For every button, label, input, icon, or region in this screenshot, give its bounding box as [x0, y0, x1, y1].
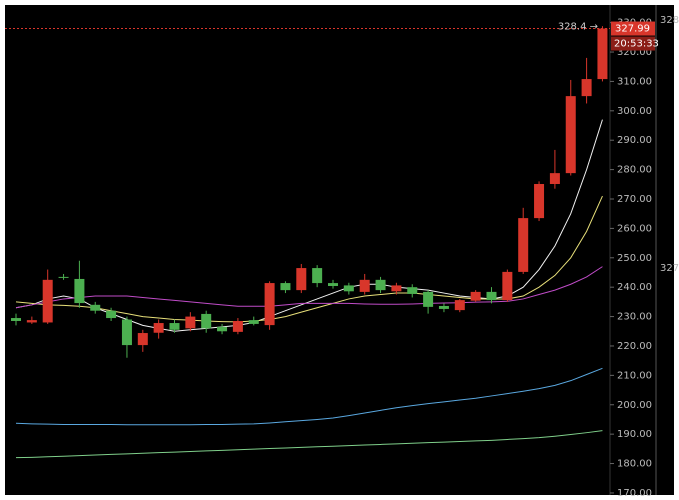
time-label: 20:53:33	[614, 39, 659, 50]
candle-body	[58, 276, 69, 278]
moving-average-line	[15, 266, 603, 309]
y-tick-label: 210.00	[617, 370, 652, 381]
candle-body	[121, 319, 132, 346]
y-tick-label: 290.00	[617, 135, 652, 146]
candle-body	[137, 333, 148, 346]
candle-body	[518, 218, 529, 272]
y-tick-label: 320.00	[617, 47, 652, 58]
y-tick-label: 300.00	[617, 106, 652, 117]
price-label: 327.99	[615, 24, 650, 35]
edge-label: 327	[660, 263, 679, 274]
candle-body	[264, 283, 275, 326]
y-tick-label: 240.00	[617, 282, 652, 293]
candle-body	[407, 287, 418, 294]
candle-body	[280, 283, 291, 291]
candle-body	[565, 96, 576, 174]
candle-body	[438, 305, 449, 309]
edge-label: 328	[660, 15, 679, 26]
y-tick-label: 170.00	[617, 488, 652, 499]
candle-body	[470, 291, 481, 301]
y-tick-label: 310.00	[617, 76, 652, 87]
candle-body	[502, 271, 513, 301]
price-label-box	[611, 21, 655, 36]
candle-body	[296, 268, 307, 291]
candle-body	[201, 313, 212, 329]
candle-body	[454, 300, 465, 311]
candle-body	[423, 291, 434, 307]
candle-body	[153, 323, 164, 333]
candle-body	[248, 320, 259, 324]
y-tick-label: 190.00	[617, 429, 652, 440]
candle-body	[391, 285, 402, 292]
plot-area	[5, 5, 674, 495]
y-tick-label: 200.00	[617, 400, 652, 411]
candle-body	[232, 320, 243, 332]
candle-body	[486, 291, 497, 301]
candle-body	[312, 268, 323, 284]
candle-body	[106, 310, 117, 319]
y-tick-label: 220.00	[617, 341, 652, 352]
candle-body	[328, 283, 338, 287]
y-tick-label: 250.00	[617, 253, 652, 264]
candle-body	[90, 304, 101, 311]
y-tick-label: 260.00	[617, 223, 652, 234]
annotation: 328.4 →	[558, 22, 598, 33]
y-tick-label: 280.00	[617, 165, 652, 176]
candle-body	[42, 279, 53, 323]
candle-body	[581, 79, 592, 97]
candle-body	[534, 184, 545, 219]
candle-body	[597, 28, 608, 80]
moving-average-line	[15, 367, 603, 426]
candle-body	[343, 285, 354, 292]
candle-body	[11, 318, 21, 321]
candle-body	[26, 320, 37, 323]
candle-body	[74, 278, 85, 304]
candle-body	[169, 323, 180, 330]
y-tick-label: 180.00	[617, 459, 652, 470]
candle-body	[375, 279, 386, 291]
candle-body	[549, 173, 560, 185]
candle-body	[217, 326, 228, 332]
candle-body	[359, 279, 370, 292]
moving-average-line	[15, 430, 603, 459]
y-tick-label: 270.00	[617, 194, 652, 205]
time-label-box	[611, 36, 655, 51]
candle-body	[185, 316, 196, 329]
y-tick-label: 230.00	[617, 312, 652, 323]
